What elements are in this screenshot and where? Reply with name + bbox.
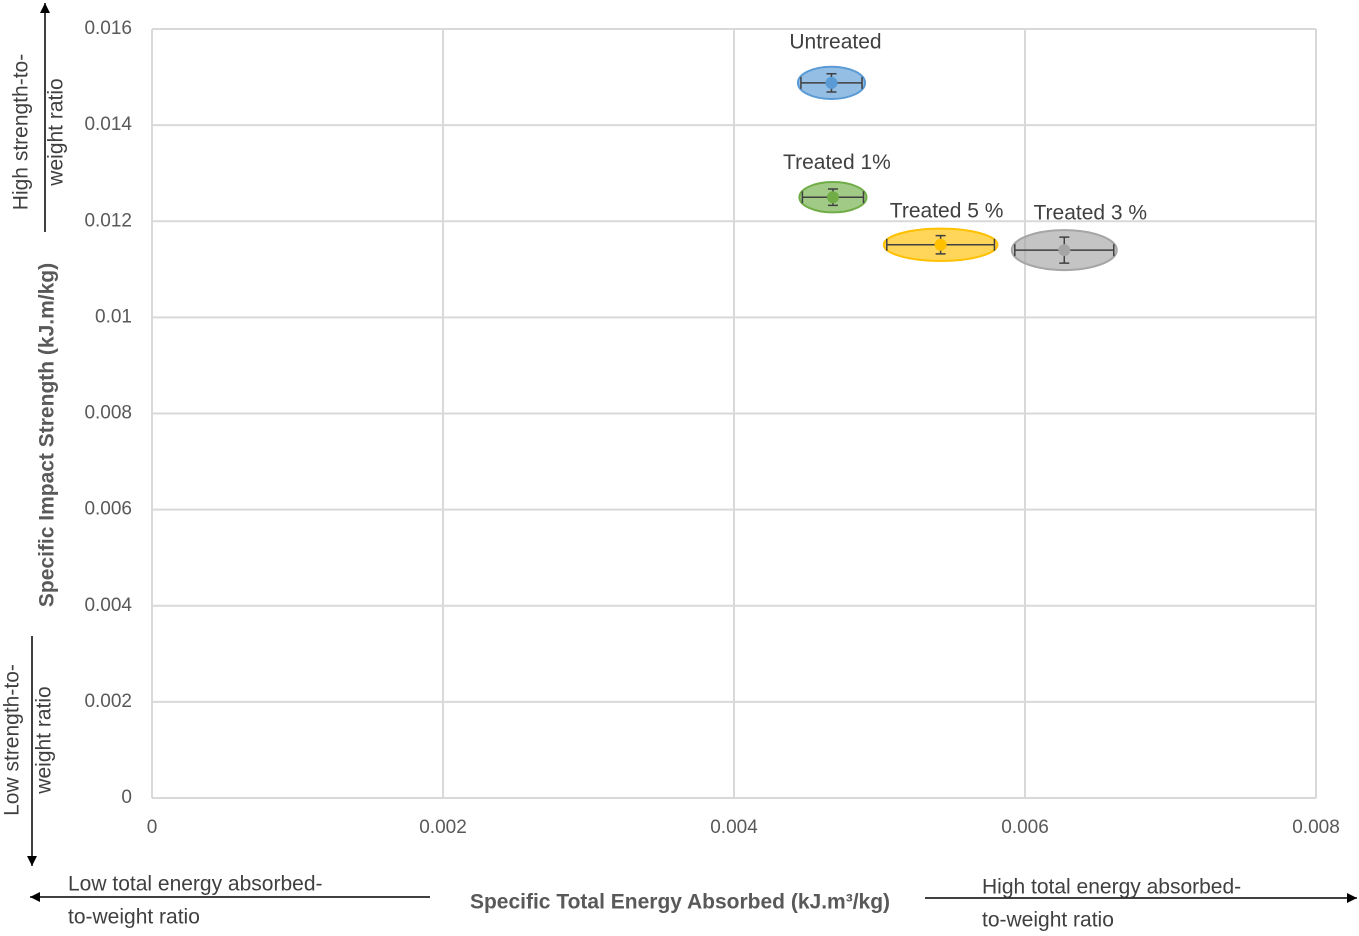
- point-label: Untreated: [789, 30, 881, 53]
- y-tick-label: 0.01: [95, 306, 132, 327]
- x-tick-label: 0.004: [710, 817, 758, 838]
- x-tick-label: 0: [147, 817, 158, 838]
- y-axis-title: Specific Impact Strength (kJ.m/kg): [36, 263, 59, 607]
- point-label: Treated 1%: [783, 151, 891, 174]
- x-tick-label: 0.008: [1292, 817, 1340, 838]
- x-axis-title: Specific Total Energy Absorbed (kJ.m³/kg…: [470, 891, 890, 914]
- series: Untreated: [789, 30, 882, 100]
- annotation: to-weight ratio: [982, 909, 1114, 932]
- y-tick-label: 0.012: [84, 210, 132, 231]
- annotation: weight ratio: [33, 686, 56, 794]
- y-tick-label: 0.016: [84, 18, 132, 39]
- annotation: Low strength-to-: [1, 664, 24, 816]
- point: [826, 191, 839, 204]
- point-label: Treated 5 %: [890, 199, 1004, 222]
- annotation: High strength-to-: [10, 54, 33, 210]
- annotation: Low total energy absorbed-: [68, 873, 323, 896]
- x-tick-label: 0.002: [419, 817, 467, 838]
- series: Treated 1%: [783, 151, 891, 214]
- point: [825, 76, 838, 89]
- series: Treated 3 %: [1010, 202, 1147, 272]
- annotation: weight ratio: [45, 78, 68, 186]
- y-tick-label: 0.004: [84, 595, 132, 616]
- y-tick-label: 0.002: [84, 691, 132, 712]
- point: [934, 238, 947, 251]
- y-tick-label: 0: [121, 787, 132, 808]
- y-tick-label: 0.014: [84, 114, 132, 135]
- point: [1058, 244, 1071, 257]
- y-tick-label: 0.006: [84, 499, 132, 520]
- x-tick-label: 0.006: [1001, 817, 1049, 838]
- y-tick-label: 0.008: [84, 403, 132, 424]
- annotation: to-weight ratio: [68, 906, 200, 929]
- series: Treated 5 %: [882, 199, 1004, 262]
- annotation: High total energy absorbed-: [982, 876, 1241, 899]
- point-label: Treated 3 %: [1033, 202, 1147, 225]
- axis-arrows: [27, 3, 1357, 903]
